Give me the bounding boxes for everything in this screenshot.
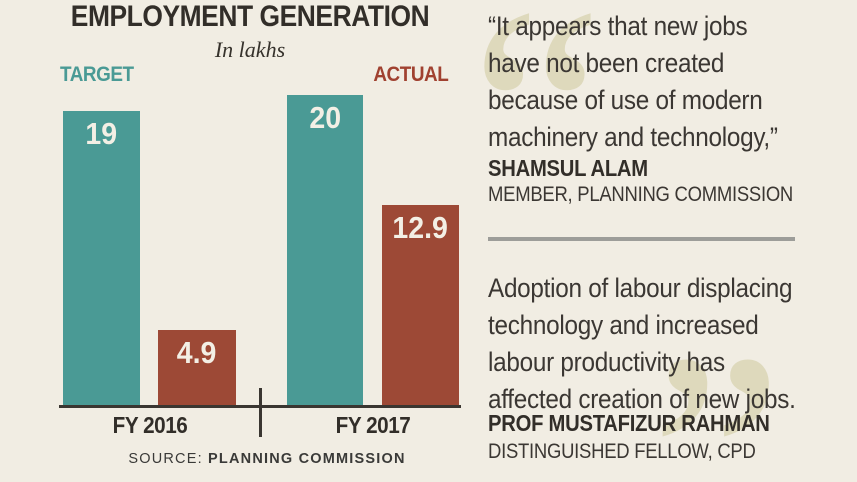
x-axis-label-fy2017: FY 2017 xyxy=(335,412,411,438)
quote-line: technology and increased xyxy=(488,310,759,340)
source-value: PLANNING COMMISSION xyxy=(208,451,406,467)
quote-author-role: MEMBER, PLANNING COMMISSION xyxy=(488,183,794,206)
quote-line: “It appears that new jobs xyxy=(488,11,748,41)
quote-line: machinery and technology,” xyxy=(488,122,778,152)
bar-value-label: 12.9 xyxy=(392,210,449,245)
quotes-divider xyxy=(488,237,795,241)
source-label: SOURCE: xyxy=(128,451,203,467)
bar-actual-fy2016: 4.9 xyxy=(158,330,236,406)
quote-line: labour productivity has xyxy=(488,347,725,377)
x-axis-divider-tick xyxy=(259,388,262,437)
quote-author-role: DISTINGUISHED FELLOW, CPD xyxy=(488,440,756,463)
quote-author-name: PROF MUSTAFIZUR RAHMAN xyxy=(488,410,770,436)
chart-subtitle: In lakhs xyxy=(214,37,286,62)
quote-block-shamsul-alam: “It appears that new jobs have not been … xyxy=(488,8,810,156)
quote-line: because of use of modern xyxy=(488,85,763,115)
legend-target-label: TARGET xyxy=(60,63,134,86)
chart-title: EMPLOYMENT GENERATION xyxy=(70,0,430,33)
bar-target-fy2017: 20 xyxy=(287,95,363,406)
x-axis-label-fy2016: FY 2016 xyxy=(112,412,188,438)
legend-actual-label: ACTUAL xyxy=(373,63,448,86)
quote-author-name: SHAMSUL ALAM xyxy=(488,155,648,181)
bar-actual-fy2017: 12.9 xyxy=(382,205,459,406)
bar-value-label: 20 xyxy=(309,100,341,135)
quote-line: Adoption of labour displacing xyxy=(488,273,793,303)
bar-target-fy2016: 19 xyxy=(63,111,140,406)
quote-line: have not been created xyxy=(488,48,725,78)
source-line: SOURCE: PLANNING COMMISSION xyxy=(0,451,534,467)
bar-value-label: 4.9 xyxy=(177,335,217,370)
bar-value-label: 19 xyxy=(85,116,118,151)
quote-line: affected creation of new jobs. xyxy=(488,384,796,414)
quote-block-mustafizur-rahman: Adoption of labour displacing technology… xyxy=(488,270,830,418)
